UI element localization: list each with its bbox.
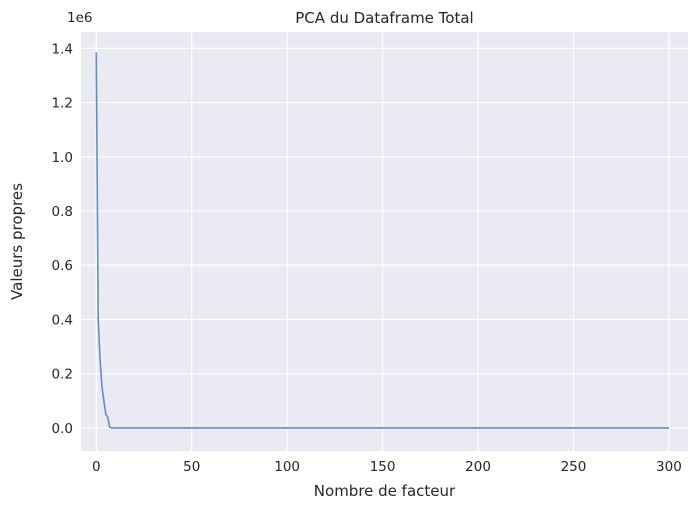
x-tick-label: 250 <box>561 459 587 475</box>
x-tick-label: 200 <box>465 459 491 475</box>
x-tick-label: 0 <box>92 459 101 475</box>
x-tick-labels: 0 50 100 150 200 250 300 <box>92 459 682 475</box>
y-tick-label: 0.2 <box>52 367 73 383</box>
y-tick-label: 1.2 <box>52 96 73 112</box>
series-layer <box>95 52 669 429</box>
y-tick-label: 0.8 <box>52 204 73 220</box>
y-tick-label: 1.0 <box>52 150 73 166</box>
y-axis-label: Valeurs propres <box>8 183 26 300</box>
y-tick-label: 0.4 <box>52 312 73 328</box>
plot-background <box>81 32 688 451</box>
y-tick-label: 0.0 <box>52 421 73 437</box>
series-line <box>95 52 669 429</box>
x-tick-label: 100 <box>274 459 300 475</box>
y-tick-label: 1.4 <box>52 41 73 57</box>
x-tick-label: 300 <box>656 459 682 475</box>
x-tick-label: 150 <box>370 459 396 475</box>
x-tick-label: 50 <box>183 459 200 475</box>
grid-lines <box>81 32 688 451</box>
x-axis-label: Nombre de facteur <box>314 482 456 500</box>
y-tick-labels: 0.0 0.2 0.4 0.6 0.8 1.0 1.2 1.4 <box>52 41 73 437</box>
y-tick-label: 0.6 <box>52 258 73 274</box>
chart-title: PCA du Dataframe Total <box>295 9 473 27</box>
y-offset-label: 1e6 <box>67 10 92 26</box>
